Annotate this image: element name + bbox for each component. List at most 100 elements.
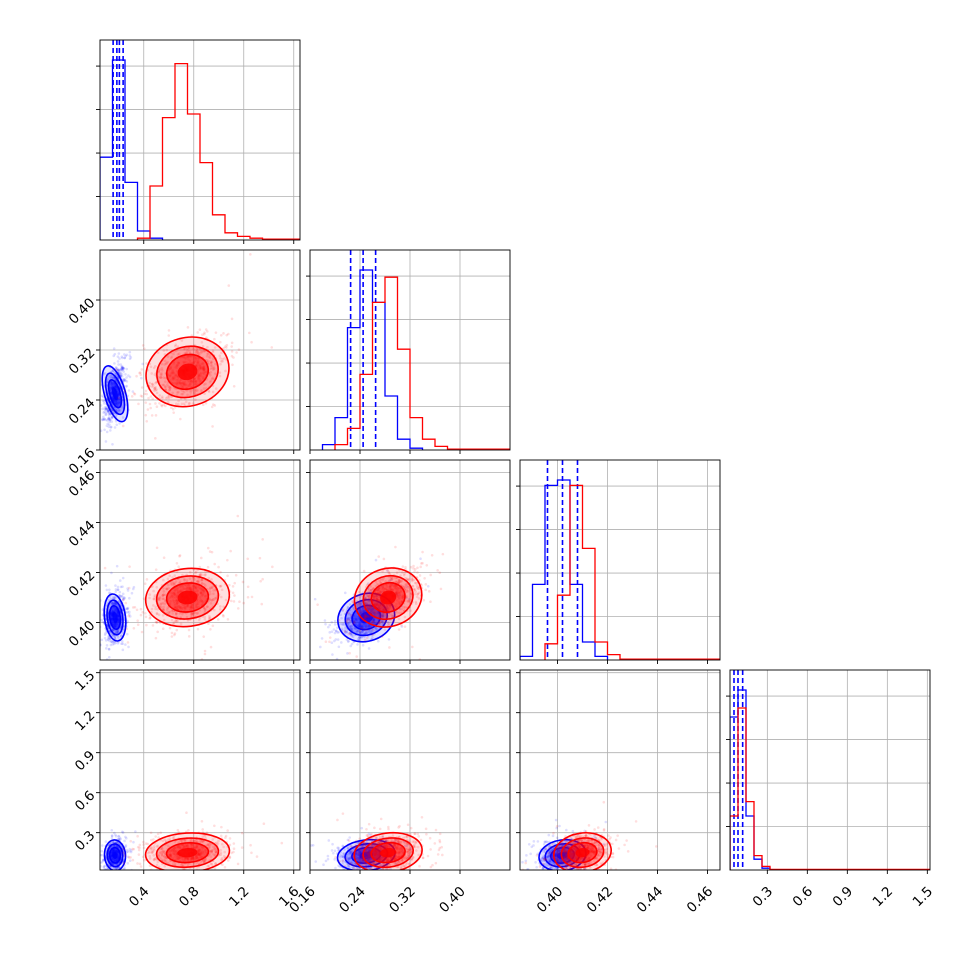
panel-content <box>100 460 300 660</box>
sample-point <box>125 632 129 636</box>
sample-point <box>113 602 116 606</box>
sample-point <box>154 437 157 440</box>
sample-point <box>397 578 401 582</box>
sample-point <box>140 386 144 389</box>
sample-point <box>103 566 107 570</box>
sample-point <box>164 376 167 380</box>
sample-point <box>232 600 236 603</box>
sample-point <box>247 872 250 875</box>
sample-point <box>381 621 385 624</box>
sample-point <box>212 403 215 406</box>
sample-point <box>169 386 172 390</box>
sample-point <box>190 389 194 392</box>
sample-point <box>195 612 199 615</box>
sample-point <box>173 581 176 585</box>
sample-point <box>120 367 123 371</box>
sample-point <box>94 412 97 415</box>
sample-point <box>214 372 217 375</box>
sample-point <box>208 590 212 593</box>
sample-point <box>100 394 104 398</box>
sample-point <box>121 366 125 370</box>
panel-content <box>520 460 720 660</box>
sample-point <box>200 582 204 585</box>
sample-point <box>410 592 413 595</box>
sample-point <box>151 624 155 627</box>
sample-point <box>201 403 205 407</box>
sample-point <box>154 636 158 640</box>
sample-point <box>348 612 351 616</box>
sample-point <box>121 368 125 371</box>
sample-point <box>232 384 236 388</box>
sample-point <box>405 590 409 593</box>
sample-point <box>352 607 356 610</box>
sample-point <box>210 405 214 409</box>
sample-point <box>159 376 162 379</box>
sample-point <box>212 367 215 370</box>
sample-point <box>116 629 120 633</box>
sample-point <box>356 643 359 646</box>
sample-point <box>332 628 336 631</box>
histogram-blue <box>520 479 609 660</box>
sample-point <box>207 622 210 626</box>
sample-point <box>203 652 207 656</box>
sample-point <box>117 408 121 412</box>
sample-point <box>119 373 122 377</box>
sample-point <box>174 580 178 583</box>
sample-point <box>110 601 114 604</box>
sample-point <box>209 598 213 602</box>
sample-point <box>193 390 197 393</box>
sample-point <box>145 420 149 423</box>
sample-point <box>114 834 118 838</box>
sample-point <box>399 580 403 583</box>
sample-point <box>114 602 117 605</box>
sample-point <box>370 629 374 633</box>
sample-point <box>154 605 157 609</box>
sample-point <box>107 410 110 413</box>
sample-point <box>357 601 361 605</box>
sample-point <box>110 571 113 575</box>
sample-point <box>367 595 371 598</box>
sample-point <box>178 580 182 583</box>
sample-point <box>154 835 157 838</box>
sample-point <box>175 561 179 565</box>
sample-point <box>177 565 180 568</box>
sample-point <box>102 411 105 414</box>
sample-point <box>172 583 176 586</box>
sample-point <box>359 626 363 630</box>
sample-point <box>113 636 117 640</box>
sample-point <box>139 371 142 375</box>
sample-point <box>170 631 174 635</box>
sample-point <box>345 619 348 623</box>
sample-point <box>115 630 118 634</box>
sample-point <box>191 611 194 615</box>
sample-point <box>351 633 354 636</box>
sample-point <box>103 407 106 411</box>
sample-point <box>170 618 174 622</box>
sample-point <box>414 600 418 604</box>
sample-point <box>150 847 154 850</box>
sample-point <box>175 628 179 632</box>
sample-point <box>162 593 165 597</box>
sample-point <box>108 877 111 880</box>
sample-point <box>210 586 214 590</box>
sample-point <box>250 851 253 855</box>
sample-point <box>107 416 111 420</box>
sample-point <box>125 384 129 388</box>
sample-point <box>173 574 177 577</box>
sample-point <box>107 648 111 651</box>
sample-point <box>371 620 375 623</box>
sample-point <box>103 867 106 870</box>
sample-point <box>344 630 347 634</box>
sample-point <box>171 612 174 615</box>
sample-point <box>204 607 207 611</box>
sample-point <box>118 357 121 360</box>
sample-point <box>403 605 407 609</box>
sample-point <box>112 844 116 848</box>
sample-point <box>172 622 175 626</box>
sample-point <box>109 425 113 429</box>
sample-point <box>397 581 401 585</box>
sample-point <box>208 550 212 553</box>
sample-point <box>102 418 105 422</box>
sample-point <box>106 407 109 410</box>
sample-point <box>198 565 202 569</box>
